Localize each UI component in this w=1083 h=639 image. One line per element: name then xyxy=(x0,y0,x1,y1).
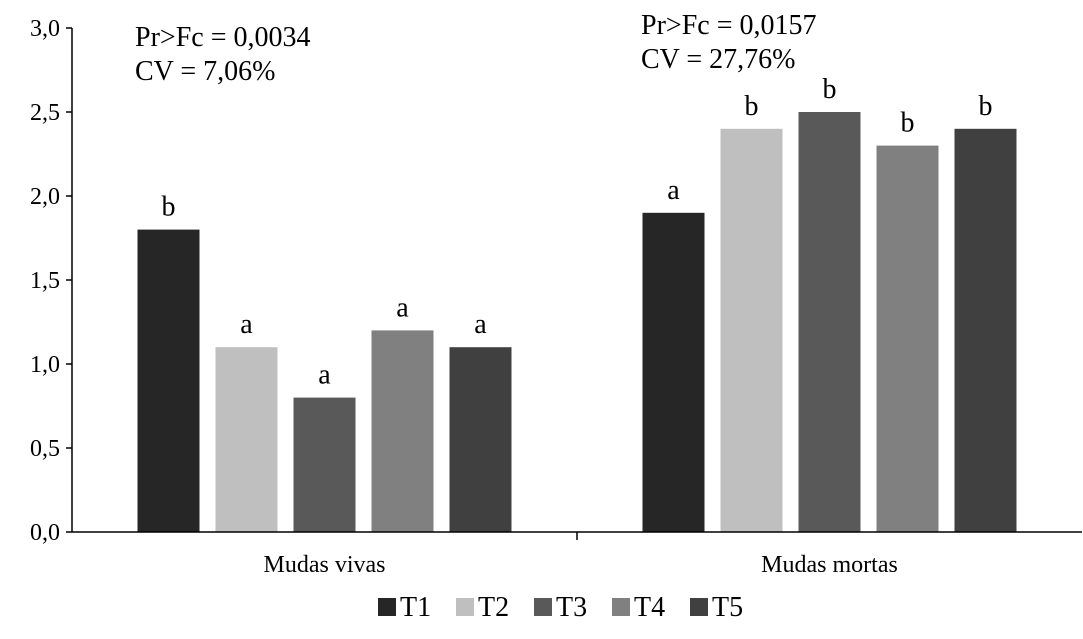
bar-t4-mudas-mortas xyxy=(876,145,939,532)
y-tick-label: 0,5 xyxy=(30,436,60,462)
legend-swatch xyxy=(690,598,708,616)
bar-t1-mudas-mortas xyxy=(642,212,705,533)
bars-layer xyxy=(137,112,1017,533)
y-tick-label: 0,0 xyxy=(30,520,60,546)
y-tick-label: 1,0 xyxy=(30,352,60,378)
axes-layer: 0,0 0,5 1,0 1,5 2,0 2,5 3,0 xyxy=(30,16,1082,546)
legend-swatch xyxy=(456,598,474,616)
bar-t3-mudas-vivas xyxy=(293,397,356,532)
significance-letter: a xyxy=(667,175,680,206)
x-category-label: Mudas vivas xyxy=(264,552,386,578)
legend-label: T3 xyxy=(556,592,587,623)
significance-letter: b xyxy=(745,91,759,122)
bar-t2-mudas-vivas xyxy=(215,347,278,532)
bar-t4-mudas-vivas xyxy=(371,330,434,532)
significance-letter: b xyxy=(979,91,993,122)
legend-swatch xyxy=(612,598,630,616)
significance-letter: a xyxy=(318,360,331,391)
y-tick-label: 2,0 xyxy=(30,184,60,210)
legend-label: T4 xyxy=(634,592,665,623)
bar-t2-mudas-mortas xyxy=(720,128,783,533)
stats-annotation: CV = 7,06% xyxy=(135,56,276,87)
labels-layer: b a a a a Mudas vivas a b b b b Mudas mortas Pr>Fc =… xyxy=(135,10,993,578)
bar-t5-mudas-mortas xyxy=(954,128,1017,533)
significance-letter: b xyxy=(823,74,837,105)
legend-swatch xyxy=(534,598,552,616)
significance-letter: b xyxy=(162,192,176,223)
y-tick-label: 3,0 xyxy=(30,16,60,42)
bar-t5-mudas-vivas xyxy=(449,347,512,532)
significance-letter: b xyxy=(901,108,915,139)
y-tick-label: 2,5 xyxy=(30,100,60,126)
x-category-label: Mudas mortas xyxy=(761,552,898,578)
bar-t1-mudas-vivas xyxy=(137,229,200,532)
bar-t3-mudas-mortas xyxy=(798,112,861,532)
stats-annotation: CV = 27,76% xyxy=(641,44,796,75)
legend-label: T1 xyxy=(400,592,431,623)
legend-swatch xyxy=(378,598,396,616)
stats-annotation: Pr>Fc = 0,0034 xyxy=(135,22,310,53)
legend-label: T2 xyxy=(478,592,509,623)
y-tick-label: 1,5 xyxy=(30,268,60,294)
significance-letter: a xyxy=(474,309,487,340)
stats-annotation: Pr>Fc = 0,0157 xyxy=(641,10,816,41)
significance-letter: a xyxy=(240,309,253,340)
legend: T1 T2 T3 T4 T5 xyxy=(378,592,743,623)
significance-letter: a xyxy=(396,292,409,323)
legend-label: T5 xyxy=(712,592,743,623)
